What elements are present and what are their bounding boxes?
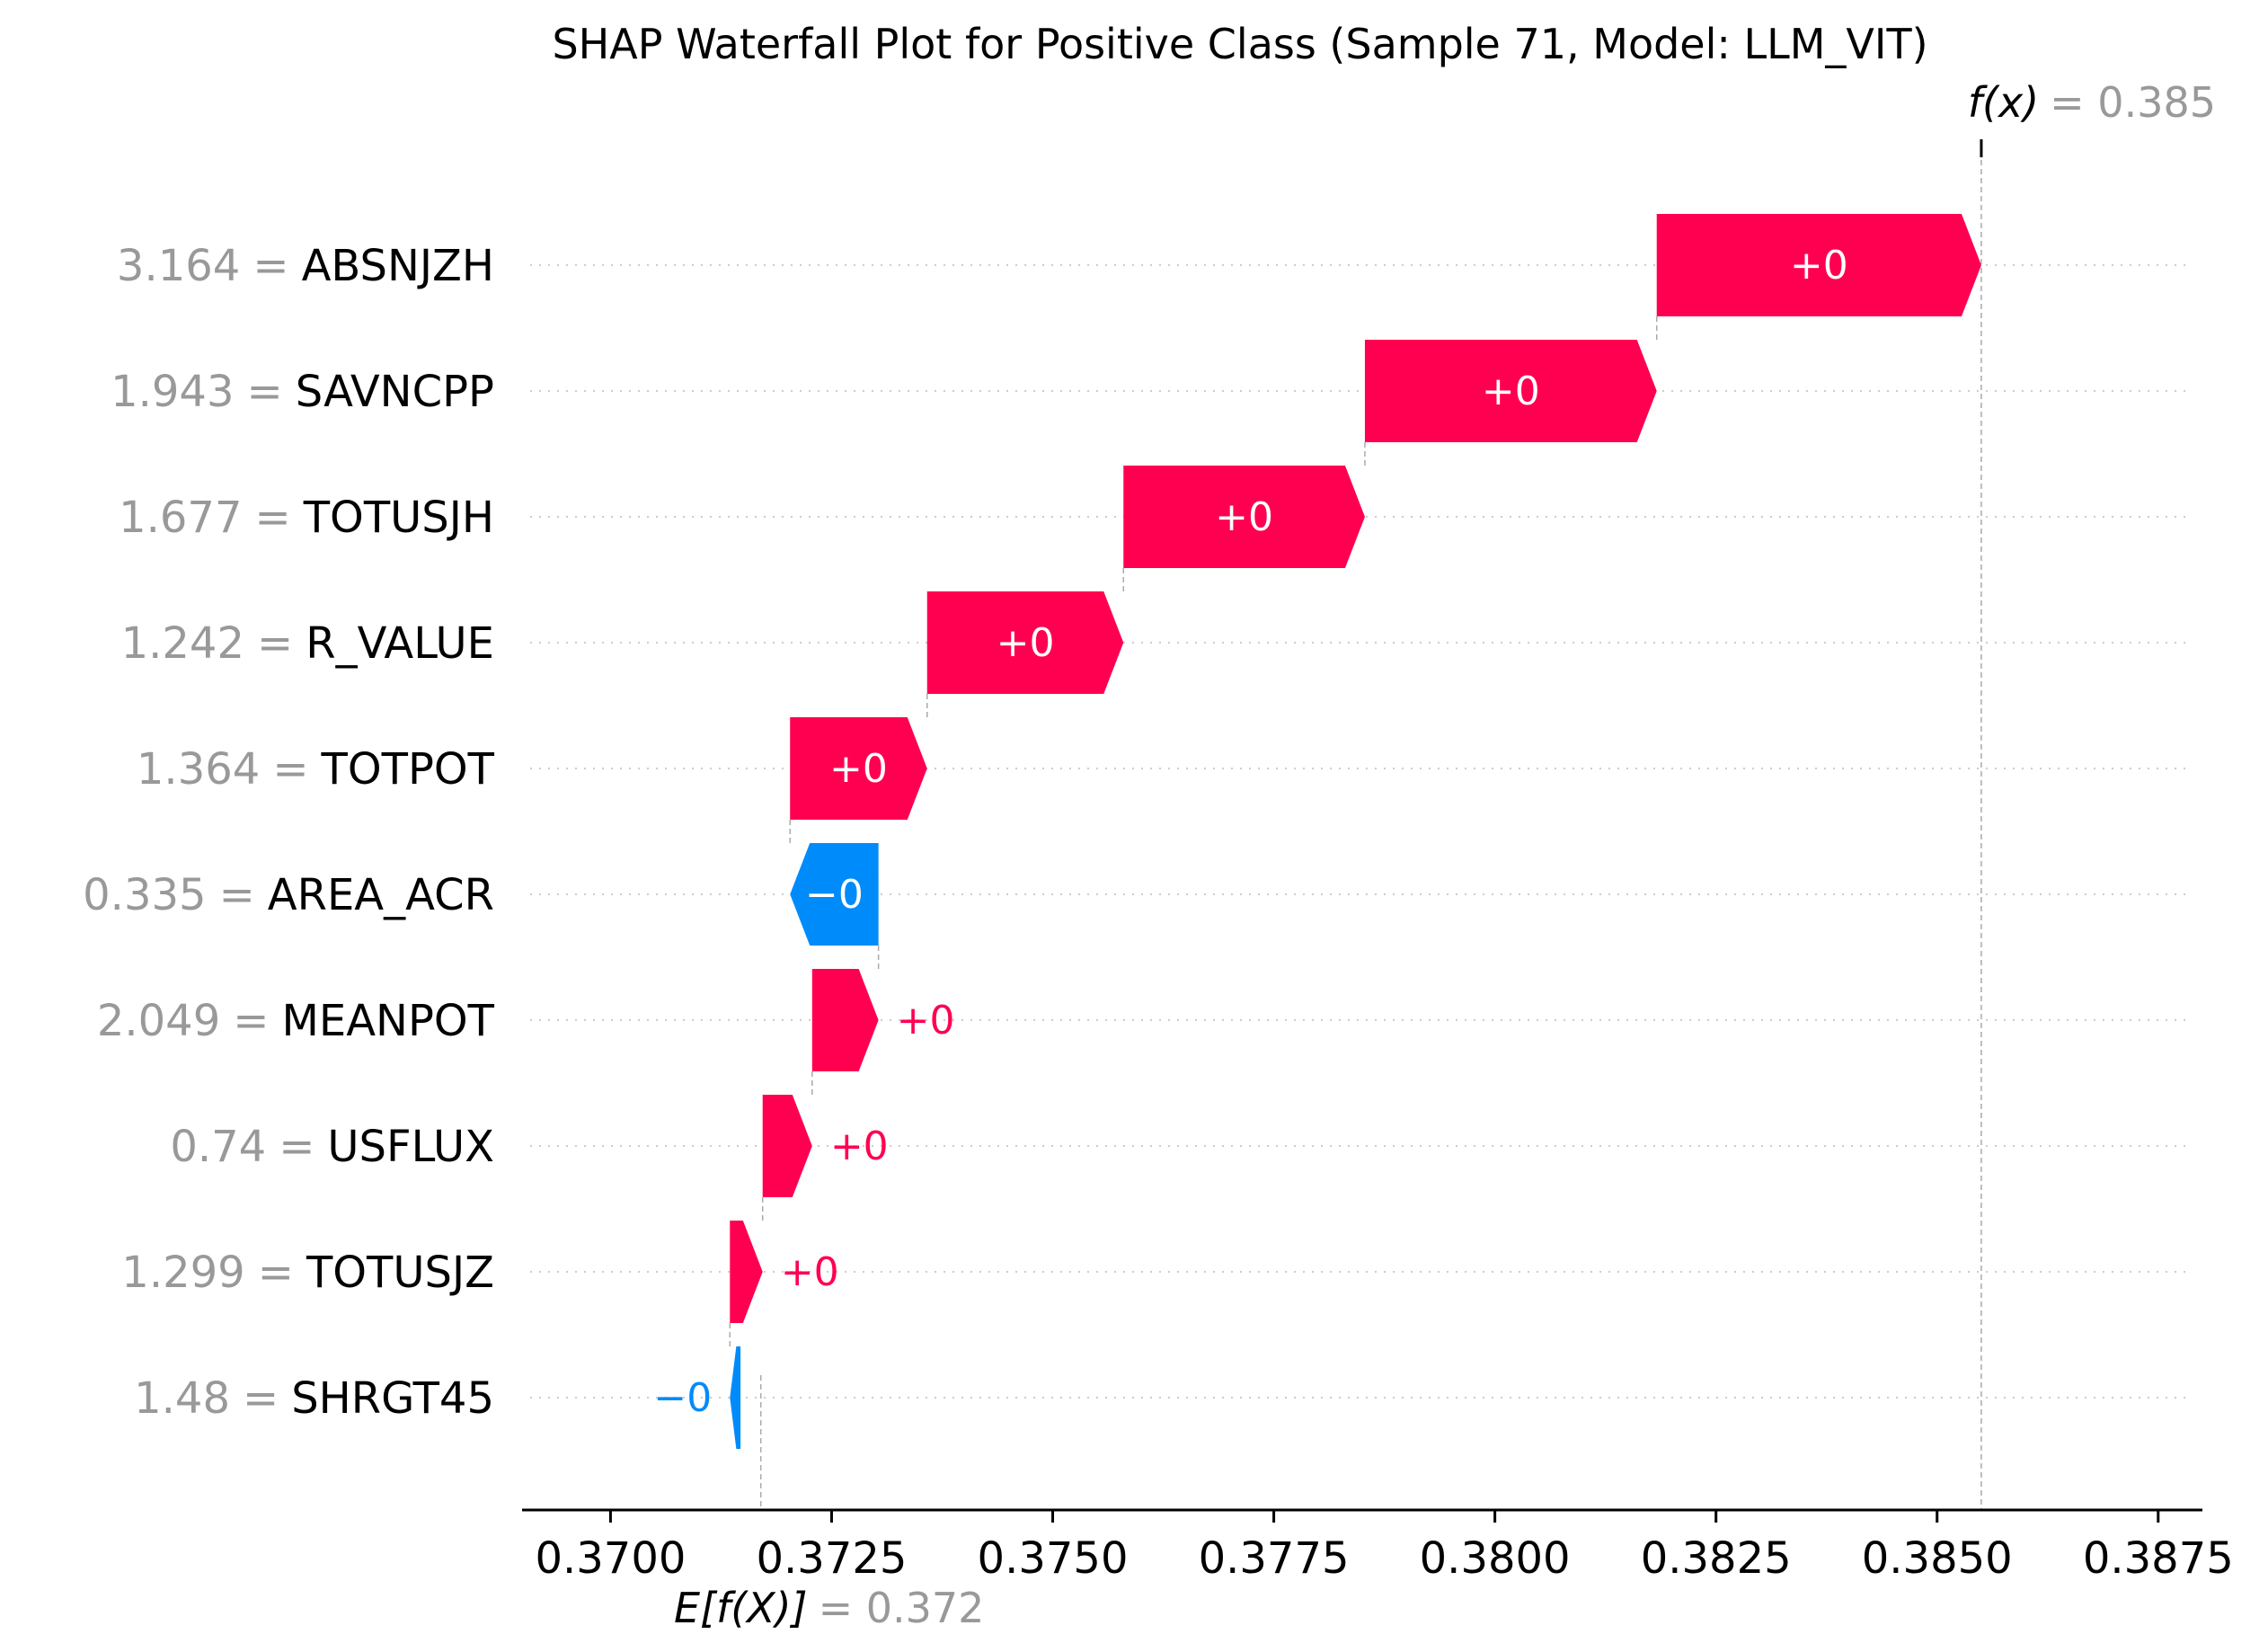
x-axis-tick-label: 0.3875 bbox=[2083, 1533, 2234, 1584]
feature-name-text: SHRGT45 bbox=[291, 1373, 494, 1424]
grid-layer bbox=[530, 264, 2193, 1399]
feature-value-text: 3.164 bbox=[117, 241, 240, 291]
feature-equals-text: = bbox=[279, 1122, 315, 1172]
bar-value-label: +0 bbox=[1790, 243, 1848, 289]
feature-label: 1.48 = SHRGT45 bbox=[134, 1373, 494, 1424]
x-axis-tick-label: 0.3725 bbox=[756, 1533, 907, 1584]
waterfall-bar bbox=[1123, 466, 1365, 568]
feature-label: 0.335 = AREA_ACR bbox=[83, 870, 494, 920]
bar-value-label: +0 bbox=[829, 746, 888, 792]
bar-value-label: +0 bbox=[1215, 494, 1273, 540]
output-value-annotation: f(x) = 0.385 bbox=[1968, 78, 2216, 127]
bar-value-label: +0 bbox=[781, 1249, 839, 1295]
feature-name-text: AREA_ACR bbox=[268, 870, 494, 920]
feature-label: 1.242 = R_VALUE bbox=[121, 618, 494, 669]
waterfall-bar bbox=[811, 969, 879, 1071]
feature-label: 1.943 = SAVNCPP bbox=[111, 367, 494, 417]
waterfall-bar bbox=[730, 1221, 763, 1323]
feature-equals-text: = bbox=[252, 241, 288, 291]
feature-equals-text: = bbox=[247, 367, 283, 417]
feature-equals-text: = bbox=[255, 493, 291, 543]
feature-equals-text: = bbox=[257, 618, 293, 669]
bar-value-label: +0 bbox=[1482, 369, 1540, 414]
feature-label: 1.677 = TOTUSJH bbox=[119, 493, 494, 543]
bar-value-label: −0 bbox=[805, 872, 864, 918]
chart-title: SHAP Waterfall Plot for Positive Class (… bbox=[552, 20, 1927, 68]
feature-equals-text: = bbox=[258, 1248, 294, 1298]
waterfall-bar bbox=[790, 843, 879, 946]
x-axis-tick-label: 0.3775 bbox=[1199, 1533, 1350, 1584]
feature-label: 1.299 = TOTUSJZ bbox=[121, 1248, 494, 1298]
waterfall-bar bbox=[926, 591, 1124, 694]
waterfall-bar bbox=[1364, 340, 1657, 442]
feature-value-text: 2.049 bbox=[97, 996, 220, 1046]
x-axis-tick-label: 0.3800 bbox=[1420, 1533, 1571, 1584]
waterfall-bar bbox=[1656, 214, 1981, 316]
feature-label: 0.74 = USFLUX bbox=[170, 1122, 494, 1172]
x-axis-tick-label: 0.3825 bbox=[1641, 1533, 1792, 1584]
waterfall-bar bbox=[762, 1095, 812, 1197]
x-axis-tick-label: 0.3750 bbox=[978, 1533, 1129, 1584]
feature-name-text: MEANPOT bbox=[281, 996, 494, 1046]
feature-name-text: TOTPOT bbox=[321, 744, 495, 795]
feature-equals-text: = bbox=[233, 996, 269, 1046]
waterfall-bar bbox=[790, 717, 927, 820]
feature-label: 3.164 = ABSNJZH bbox=[117, 241, 494, 291]
feature-value-text: 1.242 bbox=[121, 618, 244, 669]
x-axis: 0.3700 0.3725 0.3750 0.3775 0.3800 0.3825 0.38… bbox=[522, 1508, 2234, 1584]
bar-value-label: +0 bbox=[897, 998, 955, 1044]
feature-name-text: ABSNJZH bbox=[302, 241, 494, 291]
base-value-label: E[f(X)] bbox=[674, 1584, 808, 1632]
feature-name-text: USFLUX bbox=[327, 1122, 494, 1172]
bar-value-label: +0 bbox=[997, 620, 1055, 666]
feature-value-text: 1.364 bbox=[137, 744, 260, 795]
feature-value-text: 0.74 bbox=[170, 1122, 266, 1172]
feature-value-text: 1.48 bbox=[134, 1373, 230, 1424]
feature-equals-text: = bbox=[272, 744, 308, 795]
bar-value-label: +0 bbox=[830, 1124, 889, 1169]
feature-value-text: 1.943 bbox=[111, 367, 234, 417]
bar-value-label: −0 bbox=[653, 1375, 712, 1421]
feature-value-text: 1.677 bbox=[119, 493, 242, 543]
reference-lines bbox=[729, 139, 1983, 1510]
x-axis-tick-label: 0.3850 bbox=[1862, 1533, 2013, 1584]
feature-equals-text: = bbox=[243, 1373, 279, 1424]
bars-layer bbox=[730, 214, 1981, 1449]
feature-value-text: 1.299 bbox=[121, 1248, 244, 1298]
feature-name-text: R_VALUE bbox=[306, 618, 494, 669]
feature-value-text: 0.335 bbox=[83, 870, 206, 920]
x-axis-tick-label: 0.3700 bbox=[535, 1533, 686, 1584]
feature-name-text: TOTUSJH bbox=[303, 493, 494, 543]
feature-label: 2.049 = MEANPOT bbox=[97, 996, 495, 1046]
base-value-annotation: E[f(X)] = 0.372 bbox=[674, 1584, 984, 1632]
feature-label: 1.364 = TOTPOT bbox=[137, 744, 495, 795]
feature-name-text: SAVNCPP bbox=[296, 367, 494, 417]
output-value-label: f(x) bbox=[1968, 78, 2039, 127]
feature-name-text: TOTUSJZ bbox=[306, 1248, 494, 1298]
base-value-text: = 0.372 bbox=[819, 1584, 985, 1632]
output-value-text: = 0.385 bbox=[2050, 78, 2216, 127]
waterfall-bar bbox=[730, 1346, 741, 1449]
feature-equals-text: = bbox=[219, 870, 255, 920]
